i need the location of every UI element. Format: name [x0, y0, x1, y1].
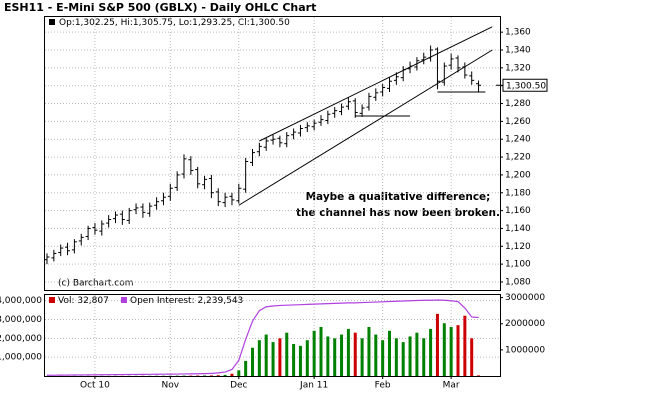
volume-bar: [429, 328, 433, 376]
chart-title: ESH11 - E-Mini S&P 500 (GBLX) - Daily OH…: [4, 1, 316, 14]
y-tick-label: 1,280: [505, 99, 531, 109]
volume-bar: [415, 332, 419, 376]
volume-bar: [422, 338, 426, 376]
y-tick-label: 4,000,000: [0, 296, 42, 306]
volume-bar: [223, 374, 227, 376]
volume-bar: [388, 330, 391, 376]
legend-swatch: [49, 297, 55, 303]
legend-swatch: [121, 297, 127, 303]
volume-bar: [230, 373, 234, 376]
y-tick-label: 1,080: [505, 277, 531, 287]
y-tick-label: 1,120: [505, 242, 531, 252]
volume-bar: [264, 334, 268, 376]
x-tick-label: Oct 10: [80, 381, 110, 391]
volume-bar: [381, 340, 385, 376]
volume-bar: [237, 370, 241, 376]
volume-bar: [285, 332, 289, 376]
ohlc-label: Op:1,302.25, Hi:1,305.75, Lo:1,293.25, C…: [59, 18, 290, 28]
open-interest-line: [46, 299, 479, 376]
volume-panel: [44, 294, 501, 377]
trendline: [238, 49, 493, 206]
volume-bar: [374, 334, 378, 376]
x-tick-label: Jan 11: [299, 381, 328, 391]
volume-bar: [251, 347, 254, 376]
volume-bar: [367, 327, 371, 376]
volume-bar: [353, 332, 357, 376]
last-price-box: [502, 78, 548, 92]
y-tick-label: 1,200: [505, 170, 531, 180]
y-tick-label: 1,180: [505, 188, 531, 198]
y-tick-label: 1,100: [505, 260, 531, 270]
volume-bar: [271, 342, 275, 376]
volume-bar: [463, 315, 467, 376]
volume-bar: [360, 338, 364, 376]
volume-bar: [435, 313, 439, 376]
volume-bar: [449, 327, 453, 376]
x-tick-label: Nov: [162, 381, 180, 391]
volume-bar: [442, 323, 446, 376]
y-tick-label: 1,320: [505, 63, 531, 73]
volume-bar: [319, 327, 323, 376]
y-tick-label: 1,240: [505, 135, 531, 145]
legend-label: Open Interest: 2,239,543: [130, 296, 243, 306]
volume-bar: [401, 342, 405, 376]
volume-bar: [292, 343, 296, 376]
volume-bar: [298, 345, 302, 376]
legend-swatch: [49, 19, 55, 25]
source: (c) Barchart.com: [58, 279, 134, 289]
y-tick-label: 1,260: [505, 117, 531, 127]
y-tick-label: 1,000,000: [0, 353, 42, 363]
y2-tick-label: 1000000: [505, 345, 545, 355]
y2-tick-label: 3000000: [505, 293, 545, 303]
volume-bar: [346, 328, 350, 376]
volume-bar: [456, 325, 460, 376]
y-tick-label: 1,340: [505, 46, 531, 56]
annotation: the channel has now been broken.: [296, 207, 500, 219]
volume-bar: [278, 338, 282, 376]
volume-bar: [326, 336, 330, 376]
x-tick-label: Feb: [375, 381, 391, 391]
volume-bar: [470, 338, 474, 376]
volume-bar: [340, 334, 344, 376]
volume-bar: [209, 375, 213, 376]
x-tick-label: Dec: [230, 381, 247, 391]
price-panel: [44, 16, 501, 291]
legend-label: Vol: 32,807: [58, 296, 109, 306]
y2-tick-label: 2000000: [505, 319, 545, 329]
volume-bar: [394, 338, 398, 376]
volume-bar: [216, 375, 220, 376]
volume-bar: [244, 360, 248, 376]
y-tick-label: 1,220: [505, 153, 531, 163]
y-tick-label: 1,360: [505, 28, 531, 38]
y-tick-label: 1,140: [505, 224, 531, 234]
volume-bar: [203, 375, 207, 376]
x-tick-label: Mar: [443, 381, 460, 391]
volume-bar: [305, 340, 309, 376]
annotation: Maybe a qualitative difference;: [306, 191, 491, 203]
y-tick-label: 2,000,000: [0, 334, 42, 344]
volume-bar: [333, 338, 337, 376]
volume-bar: [408, 336, 412, 376]
last-price-label: 1,300.50: [506, 81, 546, 91]
y-tick-label: 1,160: [505, 206, 531, 216]
volume-bar: [312, 330, 316, 376]
trendline: [259, 26, 493, 142]
y-tick-label: 3,000,000: [0, 315, 42, 325]
volume-bar: [477, 375, 481, 376]
volume-bar: [257, 340, 261, 376]
